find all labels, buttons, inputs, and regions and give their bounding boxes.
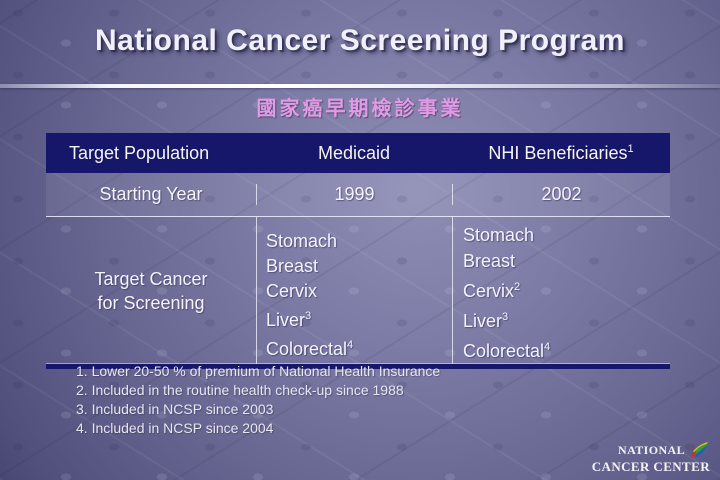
ncc-logo-line1: NATIONAL [592, 442, 710, 459]
footnote-item: 2. Included in the routine health check-… [76, 382, 404, 398]
ncc-logo: NATIONAL CANCER CENTER [592, 442, 710, 474]
cancer-item: Stomach [463, 225, 535, 245]
slide-subtitle: 國家癌早期檢診事業 [256, 98, 464, 120]
header-nhi-label: NHI Beneficiaries [488, 142, 628, 163]
title-divider [0, 84, 720, 88]
cancer-item: Liver3 [266, 310, 312, 330]
header-nhi-beneficiaries: NHI Beneficiaries1 [452, 143, 670, 164]
target-cancer-label-line2: for Screening [97, 292, 205, 313]
starting-year-row: Starting Year 1999 2002 [46, 173, 670, 217]
table-header-row: Target Population Medicaid NHI Beneficia… [46, 133, 670, 173]
cancer-item: Cervix2 [463, 281, 521, 301]
footnote-item: 4. Included in NCSP since 2004 [76, 420, 274, 436]
screening-table: Target Population Medicaid NHI Beneficia… [46, 133, 670, 369]
cancer-item: Liver3 [463, 311, 509, 331]
cell-starting-year-medicaid: 1999 [256, 184, 452, 205]
table-bottom-bar [46, 364, 670, 369]
ncc-logo-text-national: NATIONAL [618, 443, 685, 457]
cancer-item: Colorectal4 [266, 339, 354, 359]
cancer-item: Colorectal4 [463, 341, 551, 361]
cell-target-cancer-label: Target Cancer for Screening [46, 217, 256, 364]
header-medicaid: Medicaid [317, 142, 391, 163]
cancer-item: Stomach [266, 231, 338, 251]
header-target-population: Target Population [69, 142, 210, 163]
medicaid-cancer-list: Stomach Breast Cervix Liver3 Colorectal4 [256, 217, 452, 364]
leaf-icon [690, 442, 709, 459]
ncc-logo-text-cancer-center: CANCER CENTER [591, 459, 710, 474]
cancer-item: Breast [463, 251, 516, 271]
footnote-item: 3. Included in NCSP since 2003 [76, 401, 274, 417]
header-nhi-superscript: 1 [627, 142, 634, 155]
page-title: National Cancer Screening Program [95, 24, 625, 57]
footnote-item: 1. Lower 20-50 % of premium of National … [76, 363, 441, 379]
cell-starting-year-nhi: 2002 [452, 184, 670, 205]
target-cancer-row: Target Cancer for Screening Stomach Breas… [46, 217, 670, 364]
footnote-list: 1. Lower 20-50 % of premium of National … [76, 362, 440, 438]
cell-starting-year-label: Starting Year [99, 184, 203, 204]
nhi-cancer-list: Stomach Breast Cervix2 Liver3 Colorectal4 [452, 217, 670, 364]
cancer-item: Cervix [266, 281, 318, 301]
target-cancer-label-line1: Target Cancer [94, 268, 208, 289]
cancer-item: Breast [266, 256, 319, 276]
